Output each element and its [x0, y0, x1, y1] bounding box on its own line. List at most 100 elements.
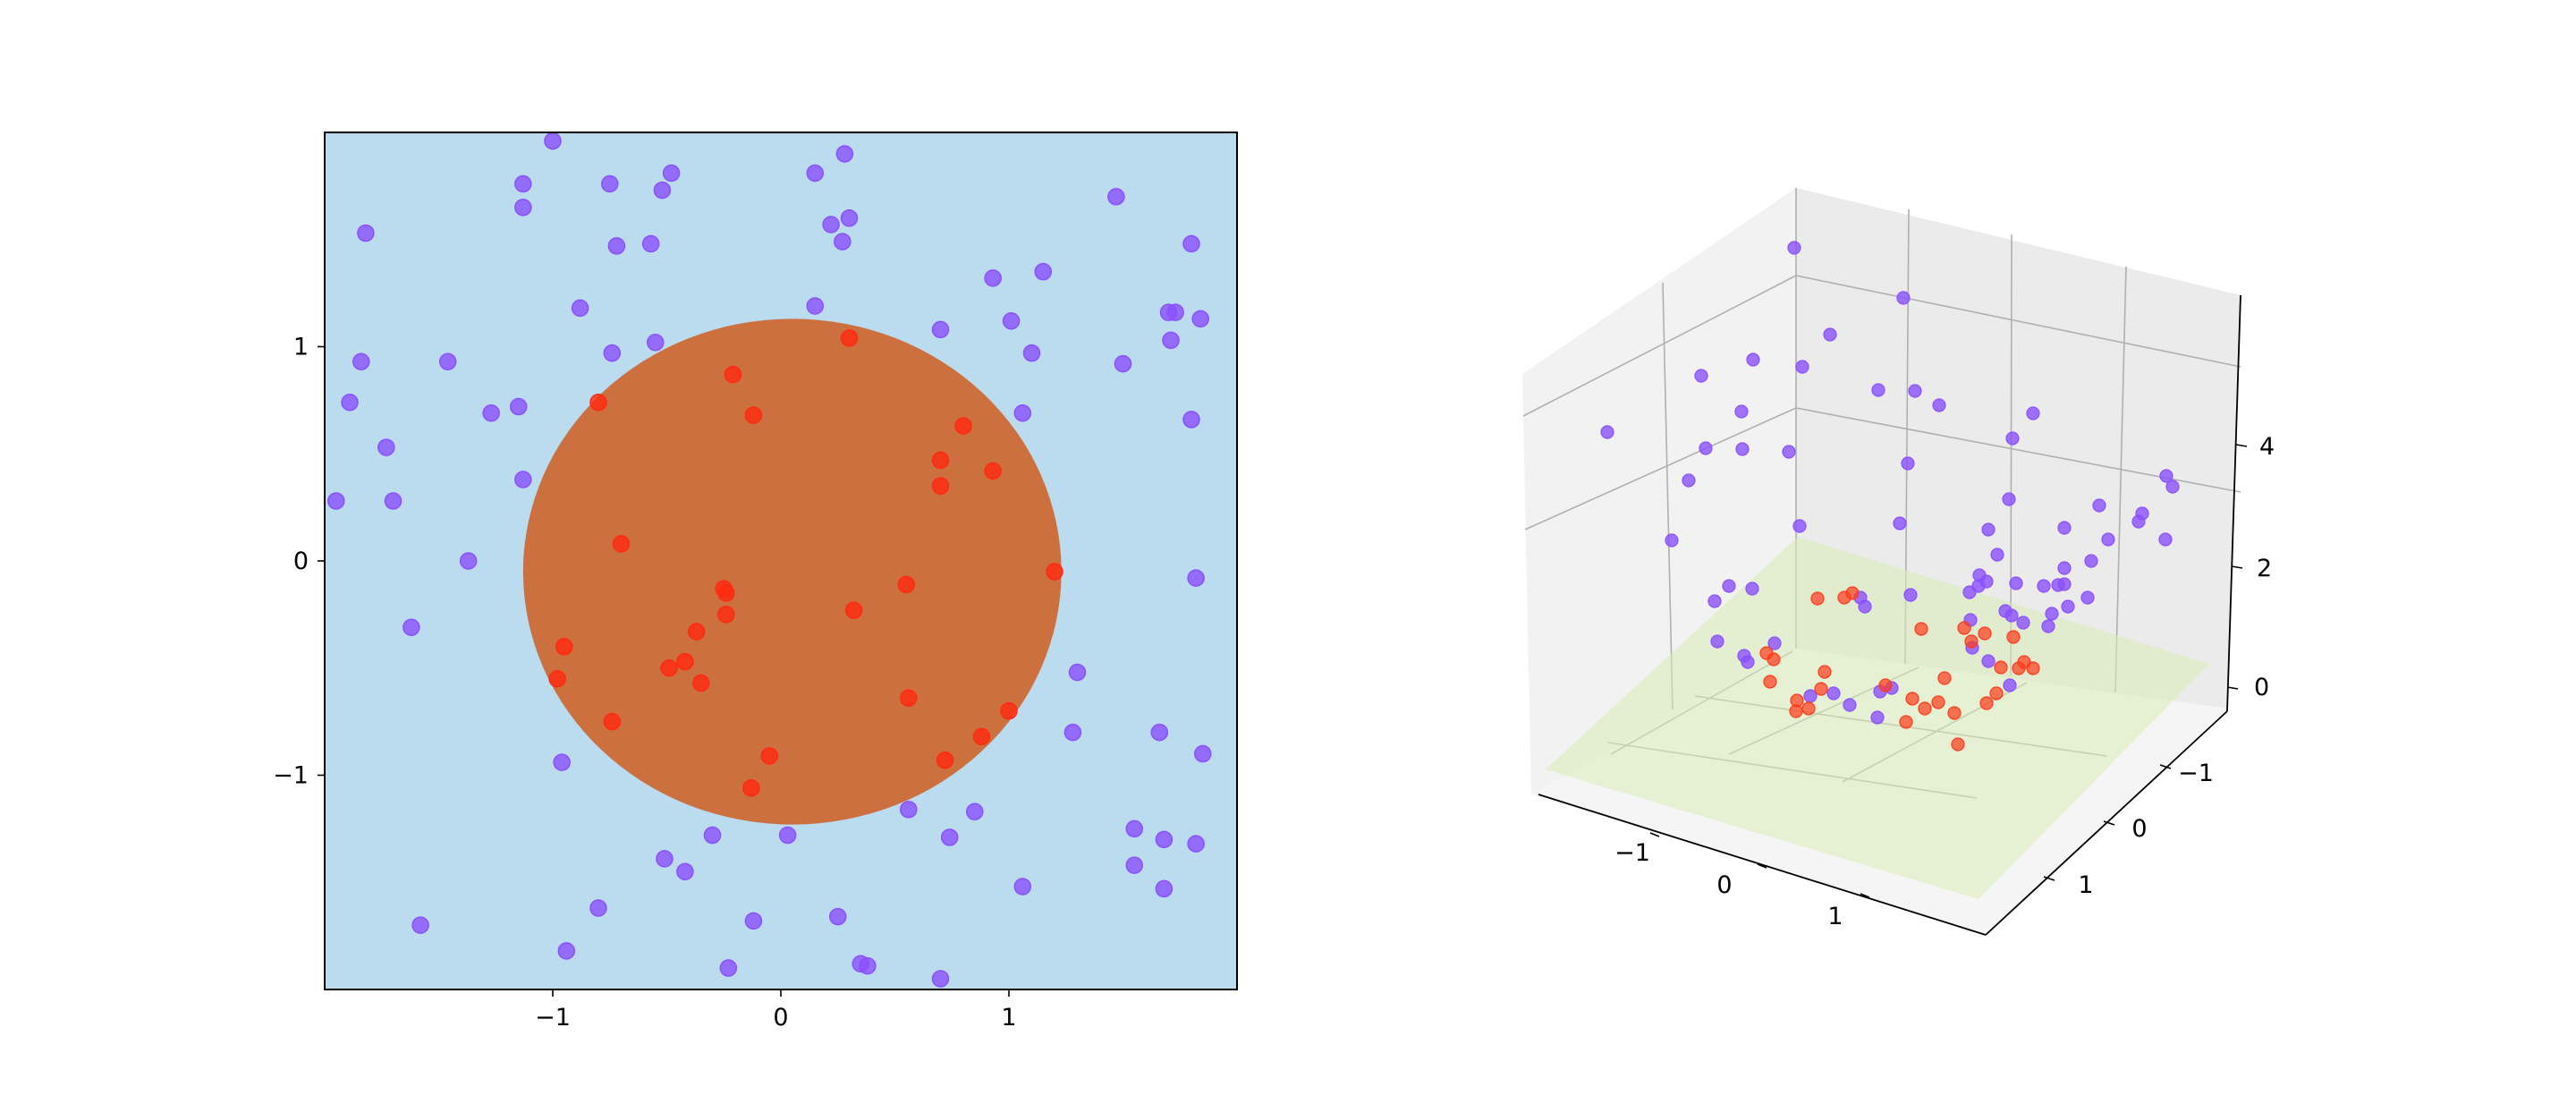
scatter-point-inner [1046, 563, 1063, 581]
scatter-point-outer [1870, 710, 1885, 725]
scatter-point-inner [1918, 701, 1932, 716]
scatter-point-outer [589, 899, 607, 917]
scatter-point-outer [1971, 579, 1986, 593]
scatter-point-outer [377, 438, 395, 456]
scatter-point-outer [607, 237, 626, 255]
y-tick-label: 1 [2078, 871, 2093, 899]
scatter-point-outer [327, 492, 345, 510]
scatter-point-outer [384, 492, 402, 510]
scatter-point-outer [402, 618, 420, 636]
z-tick-label: 4 [2259, 433, 2275, 461]
scatter-point-inner [676, 652, 694, 671]
scatter-point-outer [603, 344, 622, 362]
y-tick-mark [2159, 764, 2172, 769]
scatter-point-outer [2159, 469, 2174, 483]
x-tick-mark [1649, 832, 1660, 837]
x-tick-label: −1 [1614, 839, 1650, 867]
scatter-point-inner [1763, 675, 1777, 689]
scatter-point-outer [829, 907, 847, 926]
scatter-point-outer [1741, 655, 1755, 669]
3d-feature-plot: −1 0 1 −1 0 1 0 2 4 [1522, 188, 2275, 936]
scatter-point-outer [1745, 582, 1759, 596]
x-tick-label: −1 [535, 1004, 571, 1032]
scatter-point-outer [557, 942, 576, 960]
grid-line [1662, 282, 1674, 710]
decision-boundary-plot: −1 0 1 −1 0 1 [273, 132, 1238, 1032]
scatter-point-outer [1068, 663, 1087, 682]
scatter-point-outer [510, 397, 528, 416]
scatter-point-inner [1905, 692, 1919, 706]
scatter-point-outer [1182, 411, 1200, 429]
scatter-point-inner [555, 638, 573, 656]
z-tick-mark [2231, 565, 2243, 569]
scatter-point-outer [1699, 441, 1713, 455]
scatter-point-outer [2041, 619, 2055, 633]
y-tick-label: 1 [293, 334, 309, 361]
scatter-point-outer [719, 959, 738, 977]
x-tick-label: 0 [1716, 871, 1732, 899]
scatter-point-inner [724, 365, 742, 384]
scatter-point-outer [662, 164, 681, 183]
y-tick-label: −1 [273, 762, 309, 790]
scatter-point-inner [1979, 696, 1994, 710]
z-tick-mark [2226, 686, 2239, 690]
scatter-point-inner [744, 406, 763, 424]
scatter-point-outer [966, 803, 984, 820]
scatter-point-outer [653, 181, 672, 200]
scatter-point-inner [692, 674, 710, 692]
y-tick-label: 0 [2131, 815, 2147, 843]
scatter-point-outer [514, 199, 532, 217]
scatter-point-outer [1735, 442, 1750, 456]
scatter-point-outer [482, 403, 500, 422]
x-tick-mark [1757, 863, 1767, 869]
scatter-point-inner [548, 669, 566, 688]
scatter-point-inner [1899, 715, 1913, 729]
scatter-point-outer [1787, 241, 1801, 255]
scatter-point-outer [438, 352, 457, 371]
scatter-point-outer [1063, 723, 1082, 742]
scatter-point-inner [717, 584, 735, 602]
scatter-point-inner [931, 477, 950, 495]
scatter-point-outer [1694, 369, 1708, 383]
scatter-point-inner [1957, 621, 1971, 635]
scatter-point-outer [1746, 352, 1760, 367]
scatter-point-outer [931, 970, 950, 988]
scatter-point-outer [1013, 878, 1032, 896]
scatter-point-inner [1814, 682, 1828, 696]
3d-axes [1538, 294, 2241, 936]
y-tick-mark [2043, 876, 2055, 881]
scatter-point-outer [1114, 354, 1132, 373]
scatter-point-outer [1125, 856, 1143, 874]
scatter-point-outer [2037, 579, 2051, 593]
scatter-point-inner [936, 751, 954, 769]
x-tick-label: 0 [773, 1004, 788, 1032]
scatter-point-outer [2165, 480, 2180, 494]
scatter-point-outer [1665, 533, 1679, 548]
scatter-point-outer [656, 850, 674, 868]
scatter-point-inner [2026, 661, 2040, 675]
scatter-point-outer [840, 209, 859, 227]
scatter-point-inner [1994, 660, 2008, 675]
scatter-point-outer [1893, 516, 1907, 531]
scatter-point-inner [954, 417, 972, 435]
scatter-point-outer [1155, 879, 1174, 898]
scatter-point-outer [676, 862, 694, 881]
scatter-point-outer [1896, 291, 1911, 305]
scatter-point-inner [897, 575, 915, 594]
scatter-point-outer [900, 801, 918, 819]
scatter-point-outer [357, 224, 375, 242]
scatter-point-outer [1795, 360, 1809, 374]
scatter-point-outer [1191, 310, 1209, 328]
scatter-point-inner [972, 727, 991, 746]
scatter-point-inner [1000, 701, 1018, 720]
scatter-point-outer [2158, 532, 2173, 547]
scatter-point-outer [2057, 561, 2072, 575]
scatter-point-inner [660, 659, 678, 677]
scatter-point-inner [2006, 630, 2021, 644]
scatter-point-outer [2016, 616, 2030, 630]
axis-line [1985, 710, 2228, 936]
scatter-point-outer [1013, 403, 1032, 422]
scatter-point-inner [900, 689, 918, 708]
scatter-point-outer [2092, 498, 2106, 513]
